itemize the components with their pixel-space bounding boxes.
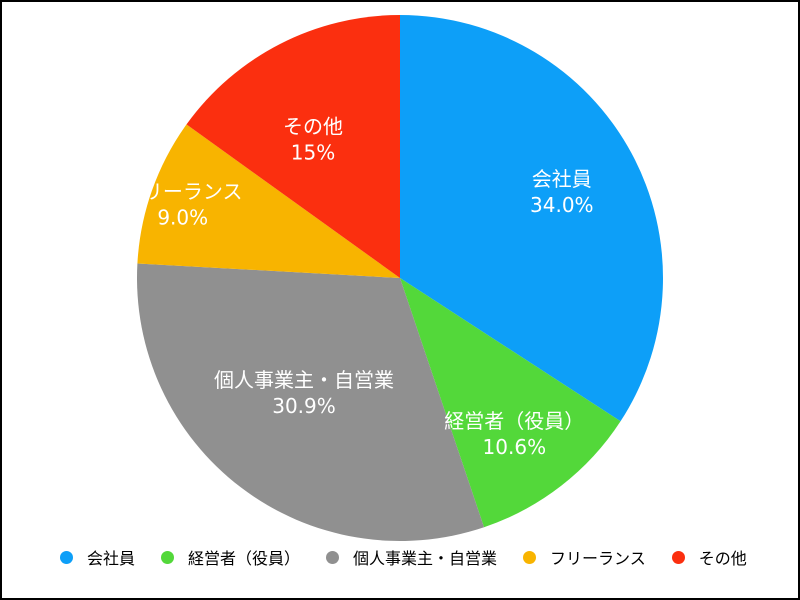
slice-value-label: 30.9%	[272, 394, 336, 418]
slice-category-label: 経営者（役員）	[444, 409, 584, 433]
slice-category-label: フリーランス	[123, 180, 243, 204]
pie-slices	[136, 15, 663, 541]
legend-swatch	[671, 550, 685, 564]
legend-item: フリーランス	[523, 546, 646, 568]
legend-item: 経営者（役員）	[161, 546, 300, 568]
legend-swatch	[161, 550, 175, 564]
slice-category-label: 個人事業主・自営業	[214, 368, 394, 392]
legend-item: 個人事業主・自営業	[326, 546, 497, 568]
legend-label: 個人事業主・自営業	[353, 549, 498, 568]
pie-slice	[400, 278, 621, 528]
pie-slice	[186, 15, 400, 278]
slice-category-label: その他	[283, 115, 343, 139]
pie-slice	[136, 263, 485, 541]
legend-swatch	[60, 550, 73, 564]
legend-label: フリーランス	[550, 549, 646, 568]
slice-value-label: 10.6%	[483, 435, 547, 459]
pie-slice	[400, 15, 663, 422]
pie-slice	[137, 124, 400, 278]
legend-label: 経営者（役員）	[188, 549, 301, 568]
slice-value-label: 34.0%	[530, 193, 594, 217]
legend-swatch	[326, 550, 340, 564]
legend-item: 会社員	[60, 546, 135, 568]
slice-value-label: 9.0%	[157, 206, 208, 230]
legend-label: 会社員	[87, 549, 136, 568]
legend-swatch	[523, 550, 537, 564]
legend-label: その他	[698, 549, 747, 568]
legend-item: その他	[671, 546, 747, 568]
legend: 会社員 経営者（役員） 個人事業主・自営業 フリーランス その他	[60, 546, 780, 568]
slice-category-label: 会社員	[532, 167, 592, 191]
slice-value-label: 15%	[291, 141, 335, 165]
